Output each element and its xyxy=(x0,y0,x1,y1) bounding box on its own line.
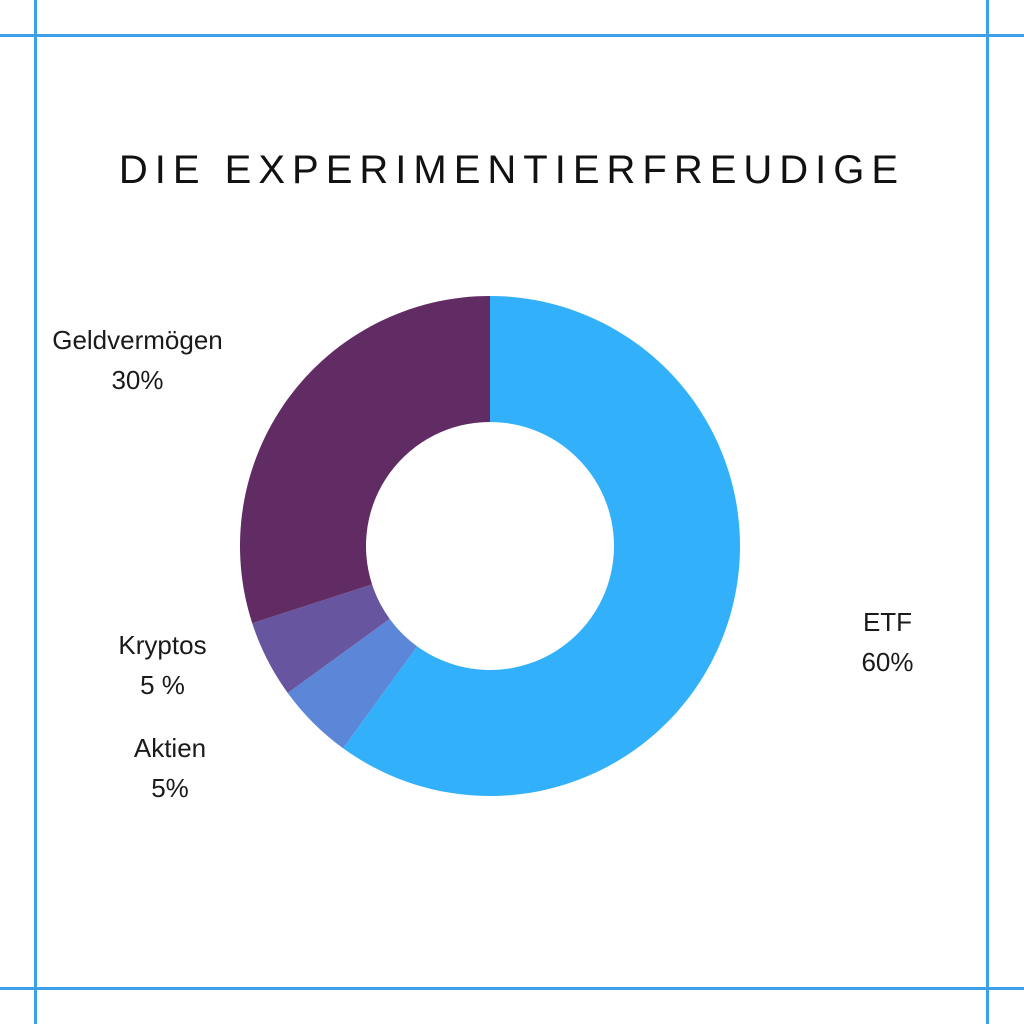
donut-chart xyxy=(0,0,1024,1024)
slice-label-aktien: Aktien 5% xyxy=(100,728,240,808)
slice-value-kryptos: 5 % xyxy=(95,665,230,705)
slice-label-kryptos: Kryptos 5 % xyxy=(95,625,230,705)
slice-value-etf: 60% xyxy=(820,642,955,682)
slice-label-geldvermoegen: Geldvermögen 30% xyxy=(35,320,240,400)
slice-value-geldvermoegen: 30% xyxy=(35,360,240,400)
slice-name-geldvermoegen: Geldvermögen xyxy=(35,320,240,360)
slice-label-etf: ETF 60% xyxy=(820,602,955,682)
slice-name-aktien: Aktien xyxy=(100,728,240,768)
slice-name-etf: ETF xyxy=(820,602,955,642)
slice-name-kryptos: Kryptos xyxy=(95,625,230,665)
slice-value-aktien: 5% xyxy=(100,768,240,808)
donut-slice-geldvermoegen xyxy=(240,296,490,623)
